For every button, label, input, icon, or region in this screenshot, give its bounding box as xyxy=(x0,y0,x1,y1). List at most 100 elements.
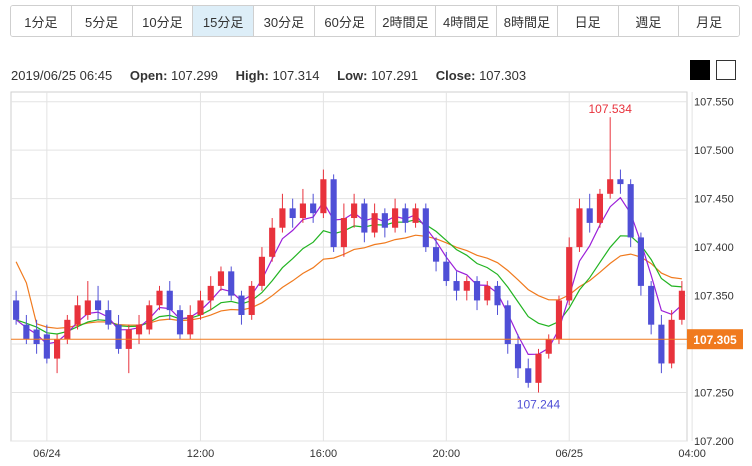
candle-body xyxy=(279,208,286,228)
y-tick-label: 107.350 xyxy=(694,291,734,303)
candle-body xyxy=(596,193,604,223)
candle-body xyxy=(525,368,532,383)
high-label: High: xyxy=(235,68,269,83)
ohlc-datetime: 2019/06/25 06:45 xyxy=(11,68,113,83)
close-value: 107.303 xyxy=(479,68,527,83)
candle-body xyxy=(392,208,399,228)
tab-1[interactable]: 5分足 xyxy=(71,6,133,36)
low-value: 107.291 xyxy=(371,68,419,83)
candle-body xyxy=(514,344,522,369)
candle-body xyxy=(115,324,122,349)
candle-body xyxy=(494,285,501,306)
candle-body xyxy=(207,285,214,301)
tab-10[interactable]: 週足 xyxy=(618,6,680,36)
x-tick-label: 12:00 xyxy=(187,448,215,460)
candle-body xyxy=(658,324,665,364)
candle-body xyxy=(299,203,306,219)
candle-body xyxy=(453,281,460,291)
candle-body xyxy=(269,227,276,257)
y-tick-label: 107.200 xyxy=(694,436,734,448)
candle-body xyxy=(535,353,542,383)
candle-body xyxy=(412,208,419,223)
candle-body xyxy=(13,300,20,320)
candle-body xyxy=(310,203,317,214)
candle-body xyxy=(484,285,491,301)
candle-body xyxy=(586,208,593,223)
candle-body xyxy=(463,281,470,291)
candle-body xyxy=(381,213,388,228)
current-price-label: 107.305 xyxy=(693,333,737,347)
candle-body xyxy=(617,179,624,185)
open-label: Open: xyxy=(129,68,168,83)
x-tick-label: 04:00 xyxy=(678,448,706,460)
candle-body xyxy=(320,179,327,214)
candle-body xyxy=(217,271,225,286)
tab-3[interactable]: 15分足 xyxy=(193,6,254,36)
y-tick-label: 107.250 xyxy=(694,388,734,400)
candle-body xyxy=(351,203,358,219)
candle-body xyxy=(258,256,266,286)
tab-4[interactable]: 30分足 xyxy=(254,6,315,36)
min-price-label: 107.244 xyxy=(517,398,561,412)
candle-body xyxy=(146,305,153,330)
candle-body xyxy=(187,314,194,335)
open-value: 107.299 xyxy=(171,68,219,83)
tab-6[interactable]: 2時間足 xyxy=(375,6,437,36)
candle-body xyxy=(33,329,40,345)
candle-body xyxy=(238,295,245,315)
plot-area xyxy=(10,91,688,442)
candle-body xyxy=(330,179,337,248)
candle-body xyxy=(166,290,173,311)
current-price-tag xyxy=(687,329,743,350)
candle-body xyxy=(94,300,102,311)
candle-body xyxy=(443,261,450,282)
dark-theme-button[interactable] xyxy=(690,60,710,80)
candle-body xyxy=(248,285,255,315)
low-label: Low: xyxy=(337,68,368,83)
y-tick-label: 107.450 xyxy=(694,194,734,206)
tab-8[interactable]: 8時間足 xyxy=(497,6,558,36)
candle-body xyxy=(228,271,235,296)
max-price-label: 107.534 xyxy=(588,102,632,116)
timeframe-tabs: 1分足 5分足 10分足 15分足 30分足 60分足 2時間足 4時間足 8時間足 日足 週足 月足 xyxy=(10,5,740,37)
candle-body xyxy=(23,324,30,340)
high-value: 107.314 xyxy=(272,68,320,83)
candle-body xyxy=(432,247,440,262)
candle-body xyxy=(678,290,685,320)
candle-body xyxy=(43,334,50,359)
tab-5[interactable]: 60分足 xyxy=(314,6,376,36)
candle-body xyxy=(197,300,204,315)
tab-9[interactable]: 日足 xyxy=(557,6,619,36)
candle-body xyxy=(545,339,552,354)
candle-body xyxy=(105,310,112,325)
candle-body xyxy=(361,203,368,233)
candle-body xyxy=(422,208,429,248)
candle-body xyxy=(135,324,143,335)
candle-body xyxy=(473,281,481,301)
candle-body xyxy=(566,247,573,301)
candle-body xyxy=(84,300,91,315)
candle-body xyxy=(289,208,296,219)
candle-body xyxy=(340,218,347,248)
candle-body xyxy=(54,339,61,359)
ma-mid-line xyxy=(15,219,682,335)
x-tick-label: 06/25 xyxy=(555,448,583,460)
y-tick-label: 107.400 xyxy=(694,242,734,254)
y-tick-label: 107.550 xyxy=(694,97,734,109)
tab-11[interactable]: 月足 xyxy=(679,6,739,36)
tab-2[interactable]: 10分足 xyxy=(132,6,194,36)
tab-7[interactable]: 4時間足 xyxy=(436,6,497,36)
candle-body xyxy=(668,319,675,364)
candle-body xyxy=(176,310,184,335)
candle-body xyxy=(637,237,644,286)
light-theme-button[interactable] xyxy=(716,60,736,80)
tab-0[interactable]: 1分足 xyxy=(11,6,72,36)
x-tick-label: 16:00 xyxy=(310,448,338,460)
candle-body xyxy=(607,179,614,194)
candle-body xyxy=(402,208,409,223)
x-tick-label: 20:00 xyxy=(433,448,461,460)
candle-body xyxy=(555,300,563,340)
x-tick-label: 06/24 xyxy=(33,448,61,460)
close-label: Close: xyxy=(435,68,476,83)
